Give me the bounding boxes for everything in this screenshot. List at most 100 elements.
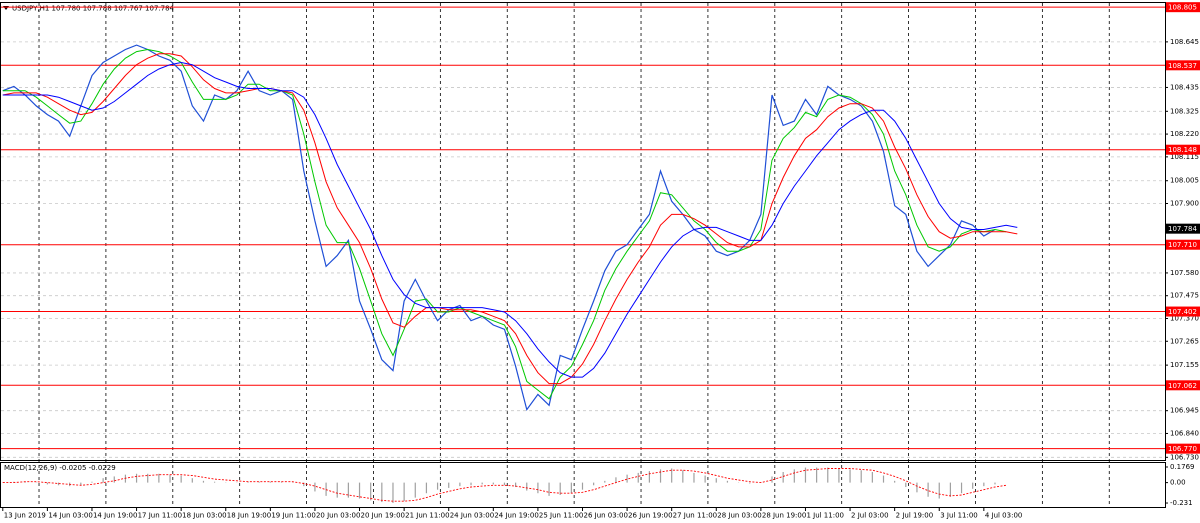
level-label: 107.062 <box>1168 382 1197 390</box>
x-tick-label: 25 Jun 11:00 <box>539 512 583 520</box>
macd-bar <box>994 482 996 485</box>
level-label: 108.805 <box>1168 4 1197 12</box>
x-tick-label: 28 Jun 19:00 <box>762 512 806 520</box>
x-tick-label: 14 Jun 03:00 <box>48 512 92 520</box>
y-tick-label: 106.840 <box>1170 429 1199 437</box>
macd-signal-line <box>2 468 1007 502</box>
macd-bar <box>526 482 528 491</box>
macd-bar <box>570 482 572 494</box>
macd-bar <box>515 482 517 488</box>
macd-bar <box>604 480 606 483</box>
macd-title: MACD(12,26,9) -0.0205 -0.0229 <box>4 464 116 472</box>
y-tick-label: 108.005 <box>1170 177 1199 185</box>
moving-average-line <box>2 61 1018 378</box>
macd-bar <box>470 482 472 486</box>
macd-bar <box>403 482 405 502</box>
macd-bar <box>749 482 751 484</box>
macd-bar <box>704 475 706 483</box>
last-price-label: 107.784 <box>1168 225 1197 233</box>
level-label: 108.537 <box>1168 62 1197 70</box>
level-label-box <box>1166 380 1200 391</box>
level-label-box <box>1166 2 1200 13</box>
macd-bar <box>258 481 260 483</box>
level-label-box <box>1166 60 1200 71</box>
macd-bar <box>392 482 394 503</box>
macd-y-tick-label: 0.1769 <box>1170 463 1195 471</box>
macd-bar <box>938 482 940 499</box>
level-label-box <box>1166 239 1200 250</box>
macd-bar <box>793 469 795 483</box>
macd-bar <box>581 482 584 490</box>
x-tick-label: 20 Jun 03:00 <box>316 512 360 520</box>
macd-bar <box>626 474 628 483</box>
macd-bar <box>24 481 26 483</box>
price-line <box>2 44 996 411</box>
macd-bar <box>816 467 818 483</box>
macd-bar <box>927 482 929 497</box>
x-tick-label: 26 Jun 19:00 <box>628 512 672 520</box>
chart-header: USDJPY,H1 107.780 107.788 107.767 107.78… <box>12 5 175 13</box>
macd-bar <box>537 482 539 494</box>
macd-bar <box>871 472 873 483</box>
x-tick-label: 20 Jun 19:00 <box>361 512 405 520</box>
macd-bar <box>336 482 338 498</box>
macd-bar <box>358 482 361 499</box>
macd-bar <box>102 478 104 483</box>
price-panel-frame <box>0 2 1166 461</box>
macd-bar <box>983 482 985 487</box>
macd-bar <box>247 481 249 483</box>
macd-bar <box>726 480 729 483</box>
macd-bar <box>180 475 182 483</box>
macd-bar <box>804 467 807 483</box>
y-tick-label: 108.220 <box>1170 130 1199 138</box>
macd-bar <box>972 482 974 489</box>
macd-bar <box>771 476 773 483</box>
x-tick-label: 24 Jun 03:00 <box>450 512 494 520</box>
level-label-box <box>1166 144 1200 155</box>
macd-bar <box>615 477 617 483</box>
macd-bar <box>347 482 349 498</box>
macd-bar <box>158 473 160 483</box>
x-tick-label: 2 Jul 03:00 <box>851 512 889 520</box>
macd-bar <box>414 482 416 498</box>
macd-y-tick-label: -0.231 <box>1170 499 1193 507</box>
macd-bar <box>381 482 383 503</box>
macd-bar <box>303 482 305 487</box>
macd-bar <box>113 476 115 483</box>
macd-bar <box>503 482 506 486</box>
y-tick-label: 107.580 <box>1170 269 1199 277</box>
x-tick-label: 19 Jun 11:00 <box>271 512 315 520</box>
x-tick-label: 24 Jun 19:00 <box>494 512 538 520</box>
macd-bar <box>91 481 93 483</box>
level-label-box <box>1166 306 1200 317</box>
macd-bar <box>80 482 82 486</box>
x-tick-label: 4 Jul 03:00 <box>985 512 1023 520</box>
x-tick-label: 1 Jul 11:00 <box>806 512 844 520</box>
macd-bar <box>949 482 951 497</box>
macd-bar <box>637 472 639 483</box>
x-tick-label: 28 Jun 03:00 <box>717 512 761 520</box>
macd-bar <box>46 482 48 485</box>
macd-bar <box>492 482 494 485</box>
macd-bar <box>314 482 316 492</box>
level-label: 107.710 <box>1168 241 1197 249</box>
macd-bar <box>548 482 550 496</box>
level-label: 106.770 <box>1168 445 1197 453</box>
last-price-box <box>1166 223 1200 234</box>
macd-bar <box>682 470 684 483</box>
macd-bar <box>481 482 483 485</box>
macd-bar <box>459 482 461 487</box>
macd-bar <box>436 482 439 490</box>
macd-bar <box>425 482 428 494</box>
macd-bar <box>782 472 784 483</box>
macd-bar <box>370 482 372 501</box>
x-tick-label: 13 Jun 2019 <box>4 512 46 520</box>
macd-bar <box>659 469 662 483</box>
macd-bar <box>693 472 695 483</box>
macd-bar <box>648 471 650 483</box>
macd-bar <box>191 478 193 483</box>
y-tick-label: 108.645 <box>1170 38 1199 46</box>
macd-bar <box>849 469 851 483</box>
